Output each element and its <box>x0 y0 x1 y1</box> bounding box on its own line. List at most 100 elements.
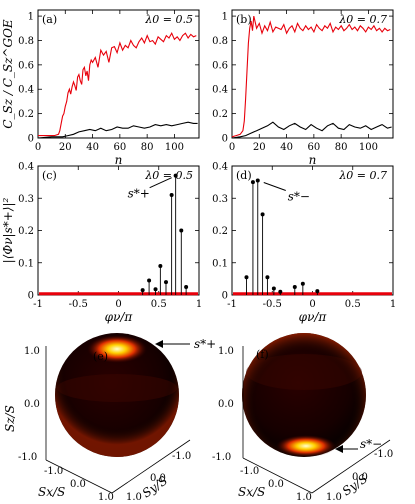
stem-point <box>158 263 163 268</box>
x-tick-label: 0 <box>115 299 121 310</box>
x-tick-label: 0.5 <box>345 299 361 310</box>
stem-point <box>184 284 189 289</box>
annotation-arrow <box>263 182 286 191</box>
panel-label-e: (e) <box>93 350 108 363</box>
y-tick-label: 0.3 <box>212 194 228 205</box>
y-tick-label: 0.1 <box>18 258 34 269</box>
stem-point <box>300 281 305 286</box>
y-tick-label: 0.2 <box>212 226 228 237</box>
annotation-label: s*− <box>288 190 310 204</box>
stem-point <box>315 289 320 294</box>
x-tick-2: 1.0 <box>98 492 114 503</box>
stem-point <box>250 180 255 185</box>
stem-point <box>255 178 260 183</box>
y-tick-2: -1.0 <box>172 451 191 462</box>
panel-label: (a) <box>42 13 57 26</box>
stem-point <box>278 289 283 294</box>
panel-label: (b) <box>236 13 252 26</box>
x-tick-label: -1 <box>227 299 237 310</box>
x-tick-label: 100 <box>165 142 184 153</box>
x-tick-label: 100 <box>359 142 378 153</box>
y-tick-label: 0.2 <box>212 109 228 120</box>
panel-a: 0 20 40 60 80 100 0 0.2 0.4 0.6 0.8 1 (a) λ0 = 0.5 n C_… <box>1 9 200 167</box>
panel-label-f: (f) <box>256 348 269 361</box>
series-line-red <box>38 31 197 137</box>
panel-d: -1 -0.5 0 0.5 1 0 0.1 0.2 0.3 0.4 (d) λ0 = 0.7 φν/π s… <box>212 162 396 325</box>
x-tick-1: 0.0 <box>268 479 284 490</box>
x-tick-label: 20 <box>59 142 72 153</box>
stem-point <box>147 278 152 283</box>
y-tick-label: 0.8 <box>18 36 34 47</box>
x-tick-label: 80 <box>335 142 348 153</box>
x-axis-label: n <box>309 153 317 167</box>
x-axis-line <box>45 459 113 494</box>
x-tick-label: -1 <box>33 299 43 310</box>
annotation-label: s*− <box>360 437 382 451</box>
x-axis-label: Sx/S <box>238 485 265 499</box>
stem-point <box>265 275 270 280</box>
y-tick-label: 1 <box>222 12 228 23</box>
panel-e: (e) 1.0 0.0 -1.0 Sz/S -1.0 0.0 1.0 Sx/S … <box>3 333 216 503</box>
stem-point <box>140 288 145 293</box>
z-axis-label: Sz/S <box>3 405 17 432</box>
x-tick-1: 0.0 <box>70 479 86 490</box>
annotation-label: s*+ <box>128 187 150 201</box>
series-line-black <box>37 121 198 139</box>
stem-point <box>179 228 184 233</box>
x-tick-label: 0.5 <box>151 299 167 310</box>
annotation-arrow <box>149 177 172 189</box>
y-tick-label: 0 <box>222 291 228 302</box>
x-tick-2: 1.0 <box>296 492 312 503</box>
y-tick-label: 0.1 <box>212 258 228 269</box>
plot-frame <box>231 9 394 139</box>
y-tick-label: 0.2 <box>18 109 34 120</box>
series-line-black <box>231 121 392 139</box>
panel-label: (c) <box>42 169 57 182</box>
lambda-label: λ0 = 0.5 <box>144 169 193 182</box>
y-tick-label: 0.4 <box>18 162 34 173</box>
y-tick-2: -1.0 <box>374 449 393 460</box>
panel-b: 0 20 40 60 80 100 0 0.2 0.4 0.6 0.8 1 (b) λ0 = 0.7 n <box>212 9 394 167</box>
y-tick-label: 0.6 <box>18 60 34 71</box>
x-tick-label: 40 <box>86 142 99 153</box>
x-tick-label: 20 <box>253 142 266 153</box>
y-tick-label: 0.3 <box>18 194 34 205</box>
x-tick-label: 80 <box>141 142 154 153</box>
x-tick-label: -0.5 <box>69 299 88 310</box>
stem-point <box>163 280 168 285</box>
x-tick-label: 40 <box>280 142 293 153</box>
panel-label: (d) <box>236 169 252 182</box>
x-axis-label: φν/π <box>105 310 134 324</box>
series-line-red <box>231 15 391 138</box>
x-axis-label: n <box>115 153 123 167</box>
z-tick-mid: 0.0 <box>24 399 40 410</box>
x-tick-label: 0 <box>229 142 235 153</box>
y-tick-label: 0 <box>28 134 34 145</box>
z-tick-bot: -1.0 <box>212 452 231 463</box>
lambda-label: λ0 = 0.7 <box>338 169 387 182</box>
stem-point <box>173 173 178 178</box>
stem-point <box>292 284 297 289</box>
y-tick-label: 0 <box>28 291 34 302</box>
x-tick-label: -0.5 <box>263 299 282 310</box>
y-tick-label: 0.6 <box>212 60 228 71</box>
y-tick-1: 0.0 <box>352 472 368 483</box>
y-tick-0: 1.0 <box>326 492 342 503</box>
y-tick-label: 0.4 <box>18 85 34 96</box>
x-axis-label: Sx/S <box>38 485 65 499</box>
sphere-rim-glow <box>242 333 366 457</box>
x-axis-line <box>242 457 313 494</box>
lambda-label: λ0 = 0.5 <box>144 13 193 26</box>
stem-point <box>271 286 276 291</box>
x-tick-0: -1.0 <box>240 466 259 477</box>
sphere-rim-glow <box>55 333 179 457</box>
stem-point <box>169 193 174 198</box>
stem-point <box>260 212 265 217</box>
z-tick-mid: 0.0 <box>218 399 234 410</box>
y-axis-line <box>111 439 191 494</box>
x-tick-0: -1.0 <box>44 466 63 477</box>
panel-c: -1 -0.5 0 0.5 1 0 0.1 0.2 0.3 0.4 (c) λ0 = 0.5 φν/π |… <box>1 162 202 325</box>
x-tick-label: 60 <box>307 142 320 153</box>
